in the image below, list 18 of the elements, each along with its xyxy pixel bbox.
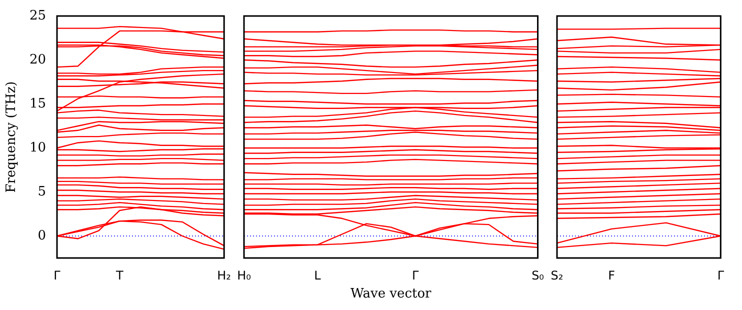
y-tick-label: 0 [38,228,46,244]
x-tick-label: Γ [54,268,61,282]
x-tick-label: S₀ [532,268,544,282]
x-tick-label: F [608,268,616,282]
y-tick-label: 25 [29,8,46,24]
x-tick-label: H₀ [237,268,252,282]
y-axis-title: Frequency (THz) [4,81,20,193]
y-tick-label: 10 [29,140,46,156]
x-tick-label: T [114,268,124,282]
x-tick-label: S₂ [550,268,564,282]
x-tick-label: Γ [717,268,724,282]
x-tick-label: L [314,268,322,282]
y-tick-label: 5 [38,184,46,200]
y-tick-label: 15 [29,96,46,112]
y-tick-label: 20 [29,52,46,68]
x-tick-label: H₂ [217,268,232,282]
x-tick-label: Γ [412,268,420,282]
x-axis-title: Wave vector [350,286,432,302]
